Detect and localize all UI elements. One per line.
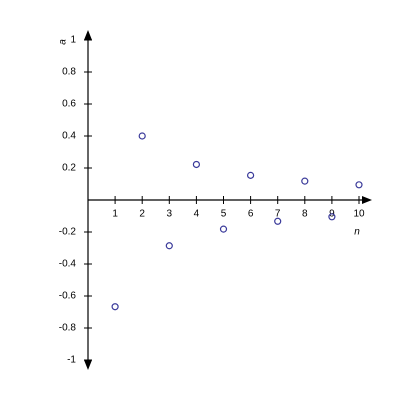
- point: [192, 160, 200, 169]
- y-tick-label: 0.8: [62, 67, 76, 78]
- point: [138, 132, 146, 140]
- y-axis-label: a: [58, 39, 69, 45]
- x-arrow: [362, 196, 372, 204]
- point: [165, 242, 173, 250]
- point: [301, 177, 309, 185]
- y-arrow-bottom: [84, 360, 92, 370]
- point: [247, 171, 255, 179]
- y-tick-label: -0.6: [59, 291, 77, 302]
- y-tick-label: 0.4: [62, 131, 76, 142]
- y-tick-label: -0.8: [59, 323, 77, 334]
- x-tick-label: 5: [221, 209, 227, 220]
- point: [219, 225, 228, 233]
- x-tick-label: 1: [112, 209, 118, 220]
- point: [355, 181, 363, 189]
- point: [111, 303, 119, 311]
- x-tick-label: 8: [302, 209, 308, 220]
- y-tick-label: -0.4: [59, 259, 77, 270]
- y-tick-label: 0.2: [62, 163, 76, 174]
- y-tick-label: 0.6: [62, 99, 76, 110]
- point: [328, 213, 336, 221]
- y-tick-label: 1: [70, 35, 76, 46]
- x-tick-label: 2: [139, 209, 145, 220]
- x-tick-label: 4: [194, 209, 200, 220]
- x-tick-label: 3: [167, 209, 173, 220]
- x-axis-label: n: [354, 227, 360, 238]
- axes-layout: [84, 30, 372, 370]
- y-arrow-top: [84, 30, 92, 40]
- x-tick-label: 7: [275, 209, 281, 220]
- point: [274, 217, 282, 225]
- x-tick-label: 10: [353, 209, 365, 220]
- y-tick-label: -0.2: [59, 227, 77, 238]
- y-tick-label: -1: [67, 355, 76, 366]
- x-tick-label: 6: [248, 209, 254, 220]
